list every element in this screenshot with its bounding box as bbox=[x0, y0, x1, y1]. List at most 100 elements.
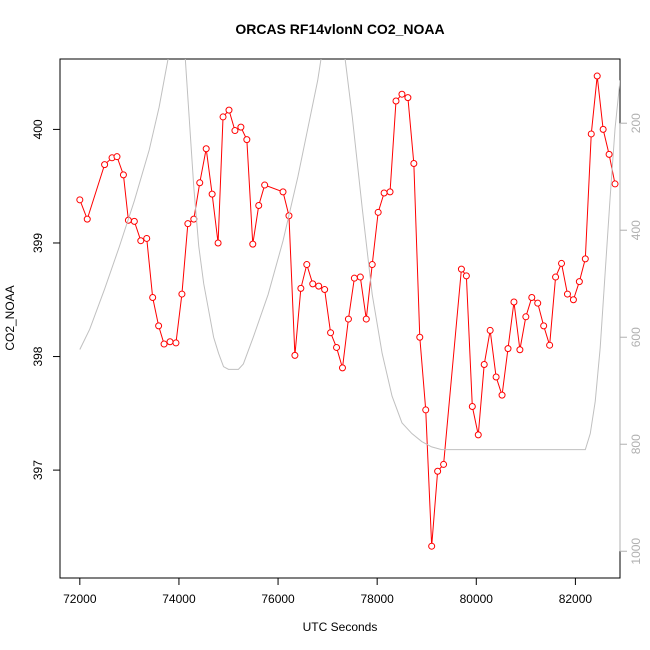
co2-data-point bbox=[202, 145, 210, 153]
co2-data-point bbox=[166, 338, 174, 346]
co2-data-point bbox=[428, 542, 436, 550]
co2-data-point bbox=[546, 341, 554, 349]
co2-data-point bbox=[130, 217, 138, 225]
co2-data-point bbox=[321, 286, 329, 294]
co2-data-point bbox=[196, 179, 204, 187]
co2-data-point bbox=[255, 202, 263, 209]
co2-data-point bbox=[368, 261, 376, 269]
co2-data-point bbox=[178, 290, 186, 298]
co2-data-point bbox=[113, 153, 121, 161]
co2-data-point bbox=[184, 220, 192, 228]
co2-data-point bbox=[569, 296, 577, 304]
co2-data-point bbox=[261, 181, 269, 189]
co2-data-point bbox=[558, 259, 566, 267]
co2-data-point bbox=[155, 322, 163, 330]
co2-data-point bbox=[486, 326, 494, 334]
y-tick-label: 400 bbox=[31, 119, 45, 139]
co2-data-point bbox=[480, 360, 488, 368]
altitude-series-line bbox=[79, 59, 620, 451]
co2-data-point bbox=[462, 272, 470, 280]
co2-data-point bbox=[492, 373, 500, 381]
co2-data-point bbox=[231, 127, 239, 135]
right-axis-tick-label: 1000 bbox=[629, 538, 643, 565]
co2-data-point bbox=[593, 72, 601, 80]
x-tick-label: 72000 bbox=[63, 592, 97, 606]
co2-data-point bbox=[172, 339, 180, 347]
y-tick-label: 398 bbox=[31, 346, 45, 366]
co2-data-point bbox=[237, 123, 245, 131]
co2-data-point bbox=[605, 150, 613, 158]
right-axis-tick-label: 400 bbox=[629, 220, 643, 240]
co2-data-point bbox=[219, 113, 227, 121]
co2-data-point bbox=[410, 159, 418, 167]
co2-data-point bbox=[350, 274, 358, 282]
co2-data-point bbox=[422, 406, 430, 414]
co2-data-point bbox=[160, 340, 168, 348]
co2-data-point bbox=[404, 94, 412, 102]
co2-data-point bbox=[315, 282, 323, 290]
co2-data-point bbox=[587, 130, 595, 138]
co2-data-point bbox=[599, 125, 607, 133]
co2-data-point bbox=[76, 196, 84, 204]
x-tick-label: 80000 bbox=[460, 592, 494, 606]
co2-data-point bbox=[398, 90, 406, 98]
co2-data-point bbox=[468, 403, 476, 411]
co2-data-point bbox=[149, 293, 157, 301]
co2-series-line bbox=[79, 75, 616, 547]
co2-data-point bbox=[362, 315, 370, 323]
y-axis: 397 398 399 400 bbox=[31, 119, 61, 480]
co2-data-point bbox=[291, 351, 299, 359]
co2-data-point bbox=[356, 273, 364, 281]
co2-data-point bbox=[374, 208, 382, 216]
co2-data-point bbox=[457, 265, 465, 273]
co2-data-point bbox=[392, 97, 400, 105]
co2-data-point bbox=[344, 315, 352, 323]
co2-data-point bbox=[309, 280, 317, 288]
co2-data-point bbox=[137, 237, 145, 245]
co2-data-point bbox=[333, 343, 341, 351]
plot-area-frame bbox=[59, 58, 621, 579]
right-axis: 200 400 600 800 1000 bbox=[619, 113, 643, 565]
y-axis-label: CO2_NOAA bbox=[3, 285, 17, 350]
x-tick-label: 82000 bbox=[559, 592, 593, 606]
co2-data-point bbox=[498, 391, 506, 399]
co2-data-point bbox=[434, 467, 442, 475]
co2-data-point bbox=[416, 333, 424, 341]
co2-data-point bbox=[83, 215, 91, 223]
y-tick-label: 397 bbox=[31, 460, 45, 480]
co2-data-point bbox=[504, 345, 512, 353]
co2-data-point bbox=[327, 329, 335, 337]
x-axis: 72000 74000 76000 78000 80000 82000 bbox=[63, 577, 593, 606]
co2-data-point bbox=[528, 293, 536, 301]
co2-data-point bbox=[119, 171, 127, 179]
co2-data-point bbox=[522, 313, 530, 321]
right-axis-tick-label: 600 bbox=[629, 327, 643, 347]
series-layer bbox=[76, 59, 620, 550]
x-tick-label: 76000 bbox=[261, 592, 295, 606]
co2-data-point bbox=[534, 299, 542, 307]
co2-data-point bbox=[214, 239, 222, 247]
co2-data-point bbox=[510, 298, 518, 306]
co2-data-point bbox=[552, 273, 560, 281]
right-axis-tick-label: 200 bbox=[629, 113, 643, 133]
co2-data-point bbox=[386, 188, 394, 196]
x-tick-label: 74000 bbox=[162, 592, 196, 606]
co2-data-point bbox=[440, 460, 448, 468]
co2-data-point bbox=[279, 188, 287, 196]
right-axis-tick-label: 800 bbox=[629, 434, 643, 454]
co2-data-point bbox=[249, 240, 257, 248]
co2-data-point bbox=[225, 106, 233, 114]
x-tick-label: 78000 bbox=[360, 592, 394, 606]
co2-data-point bbox=[101, 161, 109, 169]
co2-data-point bbox=[474, 431, 482, 439]
y-tick-label: 399 bbox=[31, 233, 45, 253]
co2-data-point bbox=[303, 261, 311, 269]
co2-data-point bbox=[611, 180, 619, 188]
co2-data-point bbox=[297, 284, 305, 292]
co2-data-point bbox=[208, 190, 216, 198]
co2-data-point bbox=[540, 322, 548, 330]
co2-data-point bbox=[581, 255, 589, 263]
co2-data-point bbox=[516, 346, 524, 354]
x-axis-label: UTC Seconds bbox=[303, 620, 378, 634]
